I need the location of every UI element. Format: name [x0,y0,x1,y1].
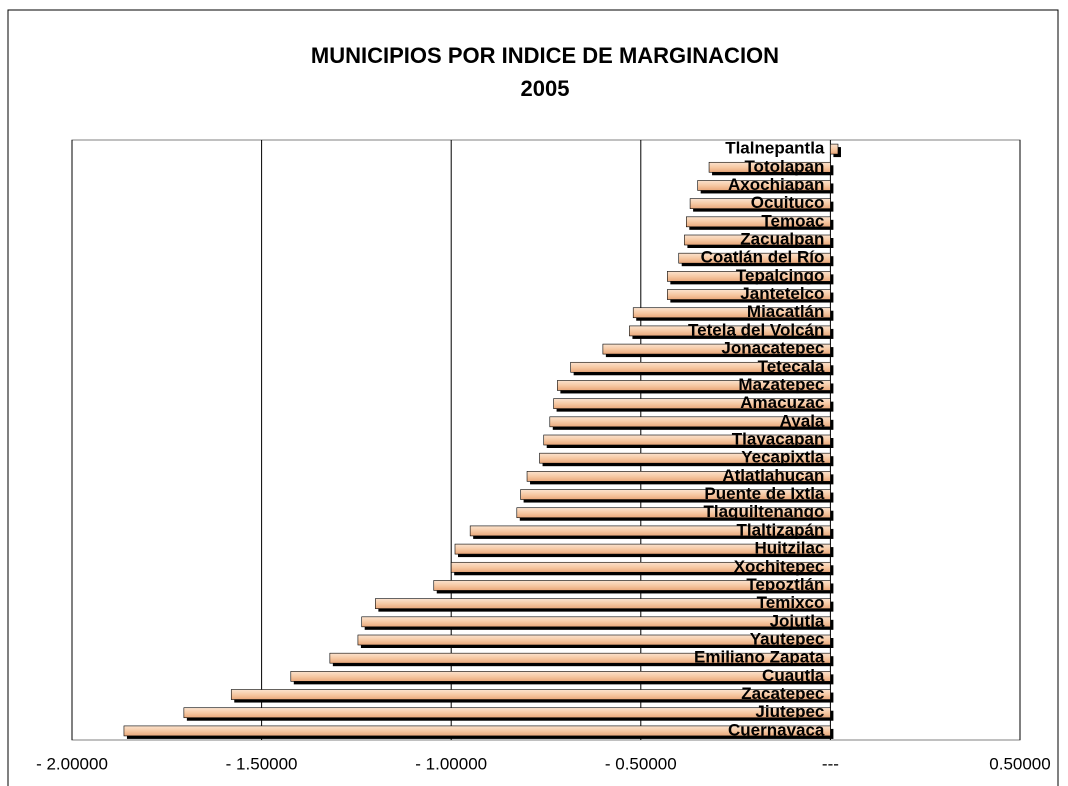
y-tick-label: Xochitepec [734,557,825,576]
chart-subtitle: 2005 [521,76,570,101]
bar [686,216,831,228]
y-tick-label: Temixco [757,593,825,612]
y-tick-label: Tlaquiltenango [704,502,825,521]
y-tick-label: Mazatepec [738,375,824,394]
y-tick-label: Coatlán del Río [701,248,825,267]
y-tick-label: Tlaltizapán [737,520,825,539]
x-tick-label: - 1.50000 [226,754,298,773]
bar [454,543,831,555]
bar [602,343,831,355]
x-tick-label: --- [822,754,839,773]
bar [629,325,831,337]
bar [667,289,831,300]
bar [329,652,831,664]
y-tick-label: Ocuituco [751,193,825,212]
y-tick-label: Jantetelco [740,284,824,303]
bar [123,725,831,737]
y-tick-label: Temoac [761,211,824,230]
y-tick-label: Tepalcingo [736,266,824,285]
bar [290,671,831,682]
y-tick-label: Jojutla [770,611,825,630]
bar [549,416,831,428]
bar [689,198,831,209]
y-tick-label: Zacualpan [740,229,824,248]
x-tick-label: - 2.00000 [36,754,108,773]
bar [678,252,831,264]
bar [557,380,831,391]
bar [543,434,831,446]
y-tick-label: Cuernavaca [728,720,825,739]
bar [667,271,831,282]
bar [183,707,831,719]
x-tick-label: - 1.00000 [415,754,487,773]
y-tick-label: Tepoztlán [746,575,824,594]
bar [570,361,831,373]
bar [450,561,831,573]
y-tick-label: Tlalnepantla [725,139,825,158]
bar [516,507,831,519]
bar [375,598,831,609]
bar [539,452,831,464]
y-tick-label: Amacuzac [740,393,824,412]
bar [697,180,831,191]
y-tick-label: Jonacatepec [721,339,824,358]
y-tick-label: Zacatepec [741,684,824,703]
bar [632,307,831,319]
y-tick-label: Cuautla [762,666,825,685]
y-tick-label: Axochiapan [728,175,824,194]
bar [520,489,831,500]
bar [230,689,831,700]
y-tick-label: Miacatlán [747,302,824,321]
y-tick-label: Emiliano Zapata [694,648,825,667]
bar [708,161,831,173]
bar [526,471,831,482]
bar [469,525,831,537]
bar [830,143,839,155]
bar [433,580,831,591]
x-tick-label: - 0.50000 [605,754,677,773]
bar [553,398,831,409]
y-tick-label: Huitzilac [754,539,824,558]
y-tick-label: Puente de Ixtla [704,484,825,503]
y-tick-label: Totolapan [744,157,824,176]
bar [361,616,831,628]
y-tick-label: Tlayacapan [732,429,825,448]
y-tick-label: Tetecala [758,357,825,376]
y-tick-label: Yautepec [750,629,825,648]
bar [357,634,831,646]
y-tick-label: Jiutepec [755,702,824,721]
bar [684,234,831,246]
x-tick-label: 0.50000 [989,754,1050,773]
y-tick-label: Ayala [780,411,825,430]
y-tick-label: Atlatlahucan [722,466,824,485]
y-tick-label: Tetela del Volcán [688,320,824,339]
chart-title: MUNICIPIOS POR INDICE DE MARGINACION [311,43,779,68]
y-tick-label: Yecapixtla [741,448,825,467]
